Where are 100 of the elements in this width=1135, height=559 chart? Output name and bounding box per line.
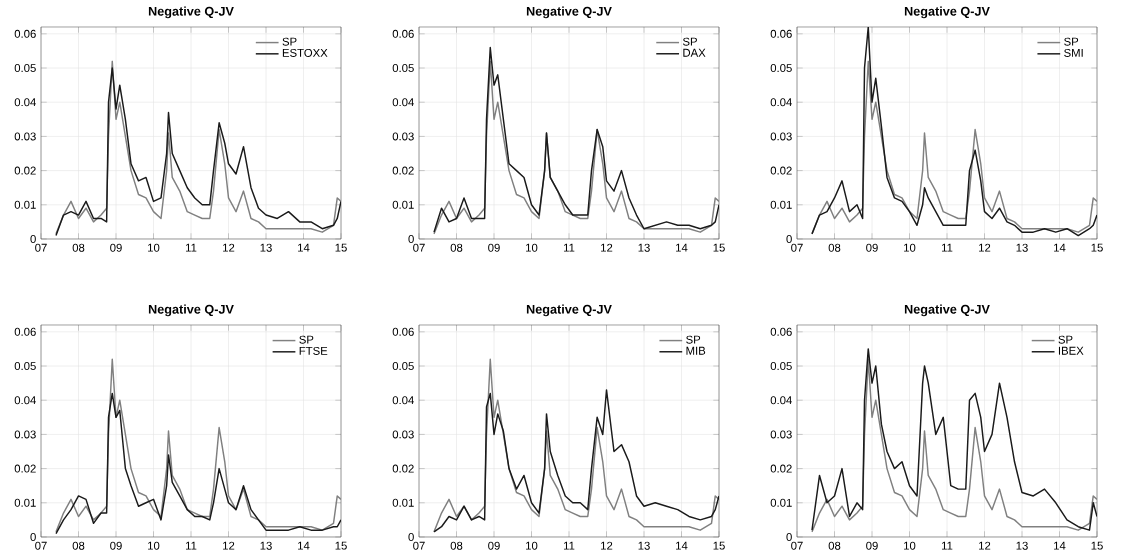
legend-label: SP [1058,335,1073,344]
y-tick-label: 0.06 [392,29,414,38]
y-tick-label: 0.04 [14,396,36,405]
x-tick-label: 07 [791,541,803,550]
x-tick-label: 09 [488,243,500,252]
x-tick-label: 12 [601,541,613,550]
legend-label: SP [1064,37,1079,46]
x-tick-label: 11 [563,541,575,550]
x-tick-label: 07 [35,243,47,252]
x-tick-label: 15 [335,541,347,550]
y-tick-label: 0.05 [770,362,792,371]
chart-title: Negative Q-JV [526,304,612,317]
y-tick-label: 0.03 [14,132,36,141]
x-tick-label: 14 [298,541,310,550]
x-tick-label: 08 [828,541,841,550]
y-tick-label: 0.06 [14,327,36,336]
legend-label: SP [299,335,314,344]
x-tick-label: 12 [223,541,235,550]
y-tick-label: 0.05 [770,64,792,73]
y-tick-label: 0 [786,532,792,541]
y-tick-label: 0.04 [392,396,414,405]
y-tick-label: 0.02 [392,464,414,473]
x-tick-label: 13 [260,243,272,252]
x-tick-label: 14 [1054,243,1066,252]
y-tick-label: 0.05 [392,362,414,371]
y-tick-label: 0.03 [392,430,414,439]
chart-title: Negative Q-JV [526,6,612,19]
y-tick-label: 0 [30,234,36,243]
x-tick-label: 10 [148,541,160,550]
chart-title: Negative Q-JV [148,6,234,19]
x-tick-label: 09 [488,541,500,550]
chart-title: Negative Q-JV [904,6,990,19]
x-tick-label: 11 [941,243,953,252]
x-tick-label: 07 [791,243,803,252]
y-tick-label: 0.06 [770,327,792,336]
y-tick-label: 0.06 [770,29,792,38]
y-tick-label: 0.04 [770,396,792,405]
legend-label: SP [682,37,697,46]
legend-label: SP [282,37,297,46]
y-tick-label: 0.03 [770,430,792,439]
y-tick-label: 0.02 [14,166,36,175]
x-tick-label: 14 [298,243,310,252]
y-tick-label: 0.01 [14,200,36,209]
y-tick-label: 0.03 [392,132,414,141]
y-tick-label: 0.02 [14,464,36,473]
x-tick-label: 09 [110,541,122,550]
y-tick-label: 0.06 [392,327,414,336]
x-tick-label: 14 [676,541,688,550]
x-tick-label: 15 [1091,243,1103,252]
y-tick-label: 0.04 [14,98,36,107]
x-tick-label: 10 [526,541,538,550]
line-series [433,389,720,533]
legend-label: IBEX [1058,346,1084,355]
x-tick-label: 15 [713,541,725,550]
x-tick-label: 12 [223,243,235,252]
x-tick-label: 10 [904,541,916,550]
x-tick-label: 11 [563,243,575,252]
x-tick-label: 15 [335,243,347,252]
x-tick-label: 07 [413,243,425,252]
chart-title: Negative Q-JV [148,304,234,317]
x-tick-label: 07 [35,541,47,550]
x-tick-label: 10 [526,243,538,252]
legend-label: DAX [683,48,706,57]
y-tick-label: 0.03 [14,430,36,439]
x-tick-label: 08 [450,541,463,550]
x-tick-label: 09 [110,243,122,252]
y-tick-label: 0.03 [770,132,792,141]
x-tick-label: 07 [413,541,425,550]
legend-label: ESTOXX [282,48,328,57]
x-tick-label: 13 [1016,541,1028,550]
y-tick-label: 0.01 [770,498,792,507]
chart-title: Negative Q-JV [904,304,990,317]
y-tick-label: 0.05 [392,64,414,73]
x-tick-label: 08 [828,243,841,252]
y-tick-label: 0 [786,234,792,243]
x-tick-label: 13 [638,243,650,252]
legend-label: SP [686,335,701,344]
x-tick-label: 13 [1016,243,1028,252]
y-tick-label: 0 [30,532,36,541]
y-tick-label: 0.02 [770,464,792,473]
y-tick-label: 0.01 [392,200,414,209]
x-tick-label: 10 [904,243,916,252]
y-tick-label: 0 [408,234,414,243]
x-tick-label: 14 [676,243,688,252]
y-tick-label: 0.01 [14,498,36,507]
x-tick-label: 08 [450,243,463,252]
y-tick-label: 0.04 [392,98,414,107]
x-tick-label: 11 [185,541,197,550]
x-tick-label: 09 [866,243,878,252]
x-tick-label: 10 [148,243,160,252]
x-tick-label: 14 [1054,541,1066,550]
y-tick-label: 0.04 [770,98,792,107]
x-tick-label: 11 [941,541,953,550]
x-tick-label: 08 [72,541,85,550]
y-tick-label: 0 [408,532,414,541]
y-tick-label: 0.02 [392,166,414,175]
x-tick-label: 12 [601,243,613,252]
x-tick-label: 11 [185,243,197,252]
legend-label: FTSE [299,346,328,355]
y-tick-label: 0.01 [770,200,792,209]
